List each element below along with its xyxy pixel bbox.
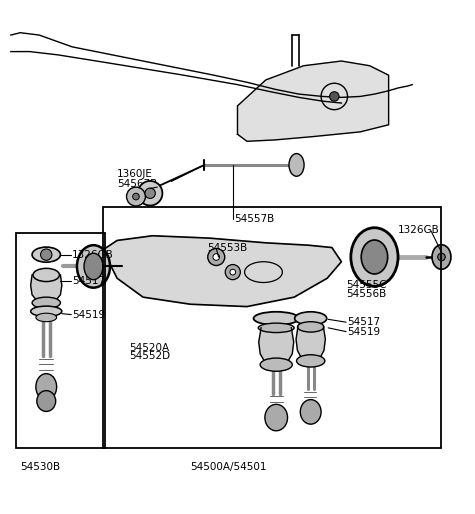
Bar bbox=[103, 208, 440, 448]
Text: 54530B: 54530B bbox=[20, 462, 60, 472]
Ellipse shape bbox=[258, 323, 294, 333]
Text: 54557B: 54557B bbox=[234, 214, 275, 224]
Circle shape bbox=[438, 253, 445, 261]
Ellipse shape bbox=[138, 181, 162, 206]
Circle shape bbox=[213, 254, 219, 260]
Ellipse shape bbox=[254, 312, 299, 325]
Text: 1326GB: 1326GB bbox=[72, 250, 114, 260]
Ellipse shape bbox=[297, 322, 324, 332]
Ellipse shape bbox=[289, 154, 304, 176]
Text: 54555C: 54555C bbox=[346, 280, 387, 290]
Ellipse shape bbox=[33, 268, 59, 282]
Ellipse shape bbox=[300, 399, 321, 424]
Ellipse shape bbox=[36, 313, 57, 322]
Circle shape bbox=[230, 269, 236, 275]
Polygon shape bbox=[296, 327, 325, 361]
Ellipse shape bbox=[296, 355, 325, 367]
Ellipse shape bbox=[432, 245, 451, 269]
Ellipse shape bbox=[361, 240, 388, 274]
Text: 54556B: 54556B bbox=[346, 289, 386, 299]
Ellipse shape bbox=[294, 312, 327, 325]
Polygon shape bbox=[103, 236, 342, 306]
Text: 54519: 54519 bbox=[347, 326, 380, 337]
Text: 1360JE: 1360JE bbox=[117, 169, 153, 179]
Ellipse shape bbox=[84, 253, 103, 280]
Ellipse shape bbox=[36, 374, 57, 400]
Ellipse shape bbox=[32, 247, 60, 262]
Polygon shape bbox=[238, 61, 389, 141]
Circle shape bbox=[40, 249, 52, 260]
Circle shape bbox=[133, 193, 139, 200]
Ellipse shape bbox=[31, 306, 62, 317]
Ellipse shape bbox=[126, 187, 145, 206]
Ellipse shape bbox=[77, 245, 110, 288]
Circle shape bbox=[145, 188, 155, 198]
Circle shape bbox=[330, 91, 339, 101]
Ellipse shape bbox=[260, 358, 292, 371]
Text: 54520A: 54520A bbox=[129, 343, 169, 353]
Ellipse shape bbox=[37, 391, 56, 411]
Polygon shape bbox=[31, 275, 62, 303]
Circle shape bbox=[208, 248, 225, 266]
Text: 54567B: 54567B bbox=[117, 179, 157, 189]
Ellipse shape bbox=[32, 297, 60, 308]
Text: 54517: 54517 bbox=[72, 276, 105, 286]
Text: 54519: 54519 bbox=[72, 309, 105, 320]
Circle shape bbox=[225, 265, 240, 280]
Ellipse shape bbox=[265, 405, 287, 431]
Text: 1326GB: 1326GB bbox=[398, 225, 440, 234]
Bar bbox=[16, 233, 105, 448]
Text: 54517: 54517 bbox=[347, 317, 380, 327]
Polygon shape bbox=[259, 328, 294, 364]
Ellipse shape bbox=[351, 228, 398, 286]
Text: 54552D: 54552D bbox=[129, 351, 170, 361]
Text: 54500A/54501: 54500A/54501 bbox=[190, 462, 267, 472]
Text: 54553B: 54553B bbox=[207, 243, 247, 252]
